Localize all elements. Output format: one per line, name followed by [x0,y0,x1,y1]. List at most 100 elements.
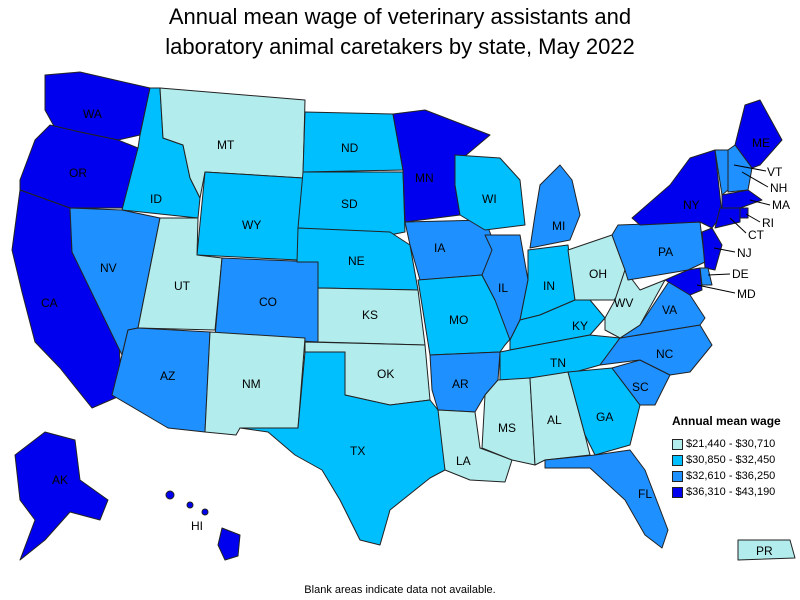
state-label-wv: WV [614,296,633,310]
legend-item-4: $36,310 - $43,190 [672,484,800,500]
state-pr[interactable] [737,539,796,561]
state-label-nh: NH [770,181,787,195]
state-label-ms: MS [498,421,516,435]
state-label-ca: CA [41,296,58,310]
state-label-fl: FL [638,487,652,501]
state-label-nc: NC [656,347,674,361]
state-md[interactable] [664,267,703,296]
state-label-or: OR [69,166,87,180]
state-ia[interactable] [404,219,496,281]
legend-label-3: $32,610 - $36,250 [686,470,776,482]
leader-line-ri [745,213,761,223]
legend-swatch-3 [672,470,683,482]
map-legend: Annual mean wage $21,440 - $30,710 $30,8… [672,414,800,500]
state-label-ct: CT [748,228,765,242]
state-label-ia: IA [434,241,445,255]
state-label-nm: NM [242,377,261,391]
state-label-oh: OH [589,267,607,281]
footnote: Blank areas indicate data not available. [304,584,496,596]
state-label-ri: RI [762,216,774,230]
state-ri[interactable] [739,207,749,219]
state-label-ks: KS [362,308,378,322]
state-label-la: LA [456,454,471,468]
state-label-de: DE [732,267,749,281]
leader-line-ma [749,199,771,206]
state-label-ne: NE [348,254,365,268]
state-label-pa: PA [658,245,673,259]
state-label-il: IL [498,281,508,295]
state-label-mi: MI [552,219,565,233]
state-label-sc: SC [632,380,649,394]
state-label-wa: WA [83,107,102,121]
state-label-md: MD [737,287,756,301]
state-label-sd: SD [341,197,358,211]
state-label-nj: NJ [737,246,752,260]
leader-line-ct [729,217,747,234]
state-leader-lines [696,164,771,294]
leader-line-nj [713,247,736,253]
state-label-me: ME [752,136,770,150]
state-label-vt: VT [767,165,783,179]
state-label-ky: KY [572,319,588,333]
legend-item-2: $30,850 - $32,450 [672,452,800,468]
state-nh[interactable] [727,144,753,193]
legend-label-4: $36,310 - $43,190 [686,486,776,498]
leader-line-de [707,273,731,276]
state-label-id: ID [150,192,162,206]
state-label-in: IN [543,279,555,293]
state-label-hi: HI [191,519,203,533]
leader-line-nh [741,171,769,188]
state-fl[interactable] [544,449,669,549]
leader-line-vt [733,164,767,172]
legend-item-3: $32,610 - $36,250 [672,468,800,484]
state-label-nd: ND [341,141,359,155]
legend-swatch-2 [672,454,683,466]
state-labels: WA OR CA ID NV MT WY UT AZ CO NM ND SD N… [41,107,790,558]
state-label-wy: WY [242,218,261,232]
state-nj[interactable] [701,227,723,271]
state-pa[interactable] [611,221,706,281]
map-title: Annual mean wage of veterinary assistant… [0,2,800,62]
state-tx[interactable] [239,351,446,546]
state-la[interactable] [437,409,513,483]
state-label-mn: MN [415,171,434,185]
state-label-ar: AR [452,377,469,391]
state-label-ny: NY [683,198,700,212]
state-label-pr: PR [756,544,773,558]
legend-label-1: $21,440 - $30,710 [686,438,776,450]
state-sc[interactable] [611,359,671,406]
state-hi[interactable] [165,490,241,561]
state-label-nv: NV [100,261,117,275]
legend-item-1: $21,440 - $30,710 [672,436,800,452]
state-label-ma: MA [772,198,790,212]
state-label-mt: MT [217,138,235,152]
state-label-wi: WI [482,192,497,206]
state-label-az: AZ [160,369,175,383]
legend-label-2: $30,850 - $32,450 [686,454,776,466]
state-label-ut: UT [174,279,191,293]
state-label-ga: GA [596,410,613,424]
state-ct[interactable] [714,207,741,229]
legend-title: Annual mean wage [672,414,781,428]
state-sd[interactable] [297,171,406,236]
state-wy[interactable] [196,171,304,261]
leader-line-md [696,284,736,294]
state-label-ok: OK [377,367,394,381]
state-wi[interactable] [454,154,526,231]
legend-swatch-1 [672,438,683,450]
state-label-al: AL [547,413,562,427]
state-label-co: CO [259,295,277,309]
state-ny[interactable] [631,149,723,229]
map-title-line-2: laboratory animal caretakers by state, M… [165,34,635,59]
map-title-line-1: Annual mean wage of veterinary assistant… [168,4,632,29]
state-ma[interactable] [721,189,763,209]
state-label-mo: MO [449,313,468,327]
legend-swatch-4 [672,486,683,498]
state-label-tn: TN [550,356,566,370]
state-mi[interactable] [529,164,581,249]
state-label-tx: TX [350,444,365,458]
state-ak[interactable] [14,431,109,561]
state-label-va: VA [662,303,677,317]
state-label-ak: AK [52,473,68,487]
